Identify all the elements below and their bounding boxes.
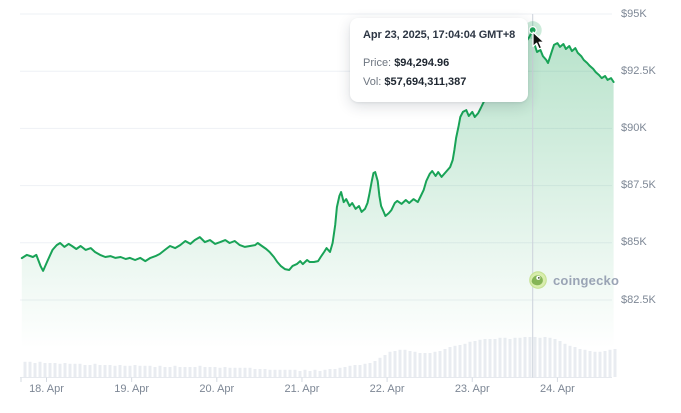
volume-bars — [23, 337, 617, 377]
y-axis-label: $92.5K — [621, 64, 656, 77]
coingecko-gecko-icon — [529, 271, 547, 289]
price-area-fill — [21, 30, 614, 348]
tooltip-volume-value: $57,694,311,387 — [384, 76, 467, 88]
x-axis-label: 20. Apr — [199, 383, 235, 395]
y-axis-label: $82.5K — [621, 293, 656, 306]
y-axis-label: $95K — [621, 7, 647, 20]
tooltip-price-label: Price: — [363, 57, 392, 69]
tooltip-timestamp: Apr 23, 2025, 17:04:04 GMT+8 — [363, 29, 516, 41]
y-axis-label: $85K — [621, 236, 647, 249]
coingecko-watermark-link[interactable]: coingecko — [529, 271, 619, 289]
y-axis-label: $87.5K — [621, 179, 656, 192]
x-axis-label: 18. Apr — [29, 383, 64, 395]
highlighted-point — [523, 21, 542, 40]
mouse-cursor-icon — [532, 31, 545, 50]
tooltip-price-row: Price: $94,294.96 — [363, 54, 515, 73]
tooltip-volume-label: Vol: — [363, 76, 382, 88]
x-axis-label: 23. Apr — [454, 383, 490, 395]
x-axis-label: 24. Apr — [539, 383, 575, 395]
y-axis-label: $90K — [621, 121, 647, 134]
watermark-label: coingecko — [553, 272, 620, 288]
x-axis-label: 21. Apr — [284, 383, 320, 395]
tooltip-volume-row: Vol: $57,694,311,387 — [363, 73, 515, 92]
x-axis-label: 19. Apr — [114, 383, 150, 395]
chart-tooltip: Apr 23, 2025, 17:04:04 GMT+8 Price: $94,… — [350, 18, 529, 102]
x-axis — [20, 377, 612, 382]
tooltip-price-value: $94,294.96 — [394, 57, 450, 69]
x-axis-label: 22. Apr — [369, 383, 405, 395]
